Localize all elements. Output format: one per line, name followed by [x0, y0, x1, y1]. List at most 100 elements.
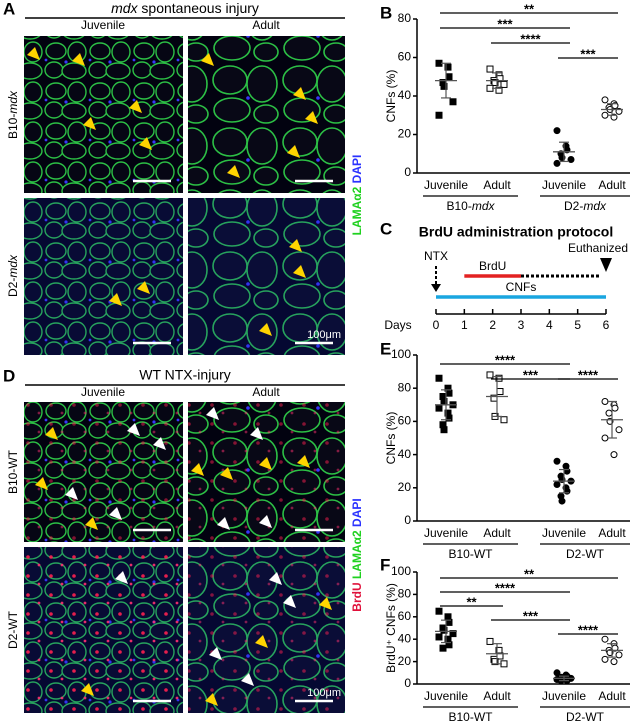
group-label-part: D2- [564, 199, 583, 213]
scale-label: 100μm [307, 687, 341, 699]
data-point [440, 82, 448, 90]
x-tick-label: 6 [603, 318, 610, 332]
data-point [444, 613, 452, 621]
panel-letter: D [3, 366, 15, 385]
micrograph-tint [24, 36, 183, 193]
significance-label: *** [523, 608, 539, 623]
data-point [605, 409, 613, 417]
arrowhead [27, 47, 40, 60]
arrowhead [206, 407, 219, 420]
data-point [567, 156, 575, 164]
significance-label: **** [578, 367, 599, 382]
micrographs [24, 36, 345, 713]
row-label: B10-mdx [6, 90, 20, 139]
data-point [440, 426, 448, 434]
group-label: D2-WT [566, 710, 605, 724]
x-tick-label: Adult [598, 178, 626, 192]
stain-name: LAMAα2 [350, 530, 364, 579]
protocol-title: BrdU administration protocol [419, 224, 613, 240]
data-point [615, 426, 623, 434]
data-point [601, 655, 609, 663]
x-tick-label: 3 [518, 318, 525, 332]
arrowhead [137, 281, 150, 294]
data-point [486, 371, 494, 379]
significance-label: *** [497, 16, 513, 31]
micrograph [24, 36, 183, 193]
arrowhead [65, 487, 78, 500]
significance-label: **** [495, 580, 516, 595]
arrowhead [283, 595, 296, 608]
y-tick-label: 20 [398, 654, 412, 668]
row-label: D2-mdx [6, 254, 20, 297]
y-tick-label: 60 [398, 414, 412, 428]
data-point [500, 80, 508, 88]
data-point [553, 480, 561, 488]
arrowhead [109, 293, 122, 306]
arrowhead [289, 239, 302, 252]
panel-letter: E [380, 339, 391, 358]
y-tick-label: 20 [398, 127, 412, 141]
stain-label: BrdU LAMAα2 DAPI [350, 498, 364, 611]
row-label-italic: mdx [6, 254, 20, 278]
data-point [553, 159, 561, 167]
y-tick-label: 60 [398, 609, 412, 623]
data-point [445, 73, 453, 81]
panel-title-italic: mdx [111, 0, 138, 16]
y-axis-label: BrdU⁺ CNFs (%) [384, 583, 398, 673]
data-point [553, 127, 561, 135]
y-tick-label: 60 [398, 50, 412, 64]
x-tick-label: Juvenile [424, 178, 468, 192]
group-label-italic: mdx [472, 199, 496, 213]
significance-label: ** [524, 1, 535, 16]
column-label: Adult [252, 18, 280, 32]
micrograph-tint [188, 36, 345, 193]
data-point [435, 374, 443, 382]
data-point [615, 651, 623, 659]
row-label: B10-WT [6, 449, 20, 494]
arrowhead [259, 515, 272, 528]
y-tick-label: 80 [398, 587, 412, 601]
arrowhead [259, 457, 272, 470]
data-point [486, 637, 494, 645]
data-point [439, 644, 447, 652]
data-point [486, 65, 494, 73]
group-label-part: B10- [446, 199, 471, 213]
row-label-italic: mdx [6, 90, 20, 114]
brdu-signal [24, 547, 183, 713]
arrowhead [127, 423, 140, 436]
arrowhead [115, 571, 128, 584]
data-point [553, 669, 561, 677]
arrowhead [81, 683, 94, 696]
segment-label: BrdU [479, 259, 506, 273]
panel-letter: B [380, 3, 392, 22]
significance-label: **** [578, 622, 599, 637]
data-point [449, 630, 457, 638]
x-tick-label: Adult [483, 526, 511, 540]
group-label: D2-WT [566, 547, 605, 561]
row-label-part: D2- [6, 278, 20, 297]
data-point [496, 388, 504, 396]
arrowhead [220, 467, 233, 480]
stain-label: LAMAα2 DAPI [350, 155, 364, 236]
micrograph [24, 198, 183, 355]
group-label: B10-mdx [446, 199, 495, 213]
x-tick-label: Adult [483, 178, 511, 192]
data-point [495, 86, 503, 94]
y-axis-label: CNFs (%) [384, 412, 398, 465]
arrowhead [83, 117, 96, 130]
data-point [553, 457, 561, 465]
data-point [495, 374, 503, 382]
arrowhead [109, 507, 122, 520]
column-label: Juvenile [81, 18, 125, 32]
arrowhead [241, 673, 254, 686]
data-point [610, 451, 618, 459]
arrowhead [129, 100, 142, 113]
stain-name: LAMAα2 [350, 186, 364, 235]
arrowhead [319, 597, 332, 610]
x-tick-label: Adult [483, 689, 511, 703]
data-point [500, 416, 508, 424]
x-tick-label: 4 [546, 318, 553, 332]
x-tick-label: Juvenile [542, 689, 586, 703]
y-tick-label: 40 [398, 88, 412, 102]
